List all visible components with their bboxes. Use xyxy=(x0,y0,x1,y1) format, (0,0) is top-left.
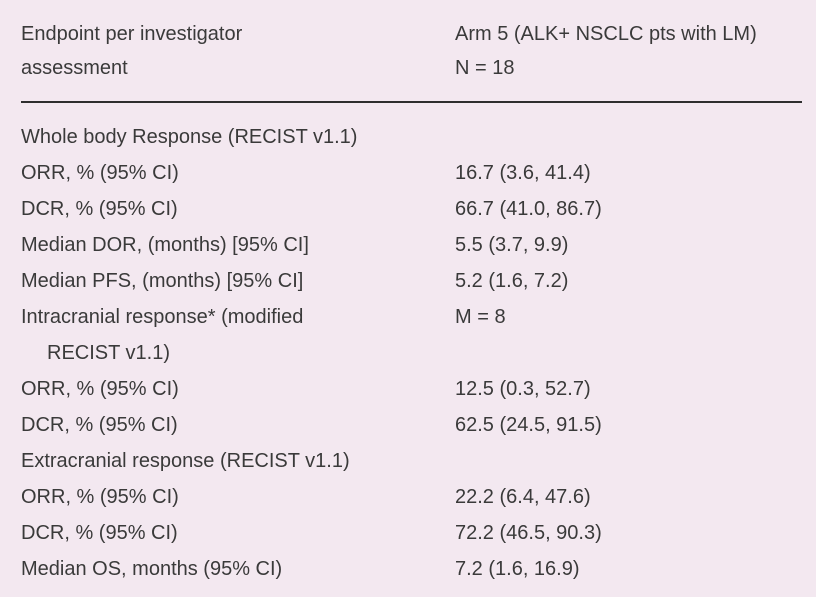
row-label: Median OS, months (95% CI) xyxy=(21,558,283,580)
row-label-line1: Intracranial response* (modified xyxy=(21,306,304,328)
row-label: DCR, % (95% CI) xyxy=(21,414,178,436)
row-label: ORR, % (95% CI) xyxy=(21,378,179,400)
row-label-line2: RECIST v1.1) xyxy=(47,342,170,364)
table-row: Extracranial response (RECIST v1.1) xyxy=(0,443,816,479)
row-label: Median DOR, (months) [95% CI] xyxy=(21,234,309,256)
table-row: DCR, % (95% CI) 62.5 (24.5, 91.5) xyxy=(0,407,816,443)
header-arm: Arm 5 (ALK+ NSCLC pts with LM) N = 18 xyxy=(455,17,757,85)
row-label: ORR, % (95% CI) xyxy=(21,162,179,184)
row-value: 5.5 (3.7, 9.9) xyxy=(455,234,569,256)
table-row: ORR, % (95% CI) 12.5 (0.3, 52.7) xyxy=(0,371,816,407)
row-label: DCR, % (95% CI) xyxy=(21,198,178,220)
row-label: Extracranial response (RECIST v1.1) xyxy=(21,450,350,472)
row-value: 62.5 (24.5, 91.5) xyxy=(455,414,602,436)
table-row: DCR, % (95% CI) 66.7 (41.0, 86.7) xyxy=(0,191,816,227)
row-value: 22.2 (6.4, 47.6) xyxy=(455,486,591,508)
header-rule xyxy=(21,101,802,103)
row-label: Whole body Response (RECIST v1.1) xyxy=(21,126,358,148)
table-row: Median PFS, (months) [95% CI] 5.2 (1.6, … xyxy=(0,263,816,299)
table-body: Whole body Response (RECIST v1.1) ORR, %… xyxy=(0,119,816,587)
header-endpoint: Endpoint per investigator assessment xyxy=(21,17,242,85)
table-header: Endpoint per investigator assessment Arm… xyxy=(0,0,816,100)
row-value: 66.7 (41.0, 86.7) xyxy=(455,198,602,220)
row-value: 7.2 (1.6, 16.9) xyxy=(455,558,580,580)
row-label: DCR, % (95% CI) xyxy=(21,522,178,544)
table-row: Whole body Response (RECIST v1.1) xyxy=(0,119,816,155)
row-label: Intracranial response* (modified RECIST … xyxy=(21,299,431,371)
row-label: Median PFS, (months) [95% CI] xyxy=(21,270,304,292)
row-value: 16.7 (3.6, 41.4) xyxy=(455,162,591,184)
row-value: 12.5 (0.3, 52.7) xyxy=(455,378,591,400)
table-row: ORR, % (95% CI) 22.2 (6.4, 47.6) xyxy=(0,479,816,515)
header-arm-line2: N = 18 xyxy=(455,57,515,79)
table-row: DCR, % (95% CI) 72.2 (46.5, 90.3) xyxy=(0,515,816,551)
table-row: Median DOR, (months) [95% CI] 5.5 (3.7, … xyxy=(0,227,816,263)
row-value: M = 8 xyxy=(455,306,506,328)
row-label: ORR, % (95% CI) xyxy=(21,486,179,508)
table-row: ORR, % (95% CI) 16.7 (3.6, 41.4) xyxy=(0,155,816,191)
table-row: Median OS, months (95% CI) 7.2 (1.6, 16.… xyxy=(0,551,816,587)
table-row: Intracranial response* (modified RECIST … xyxy=(0,299,816,371)
header-endpoint-line2: assessment xyxy=(21,57,128,79)
header-arm-line1: Arm 5 (ALK+ NSCLC pts with LM) xyxy=(455,23,757,45)
row-value: 72.2 (46.5, 90.3) xyxy=(455,522,602,544)
row-value: 5.2 (1.6, 7.2) xyxy=(455,270,569,292)
header-endpoint-line1: Endpoint per investigator xyxy=(21,23,243,45)
